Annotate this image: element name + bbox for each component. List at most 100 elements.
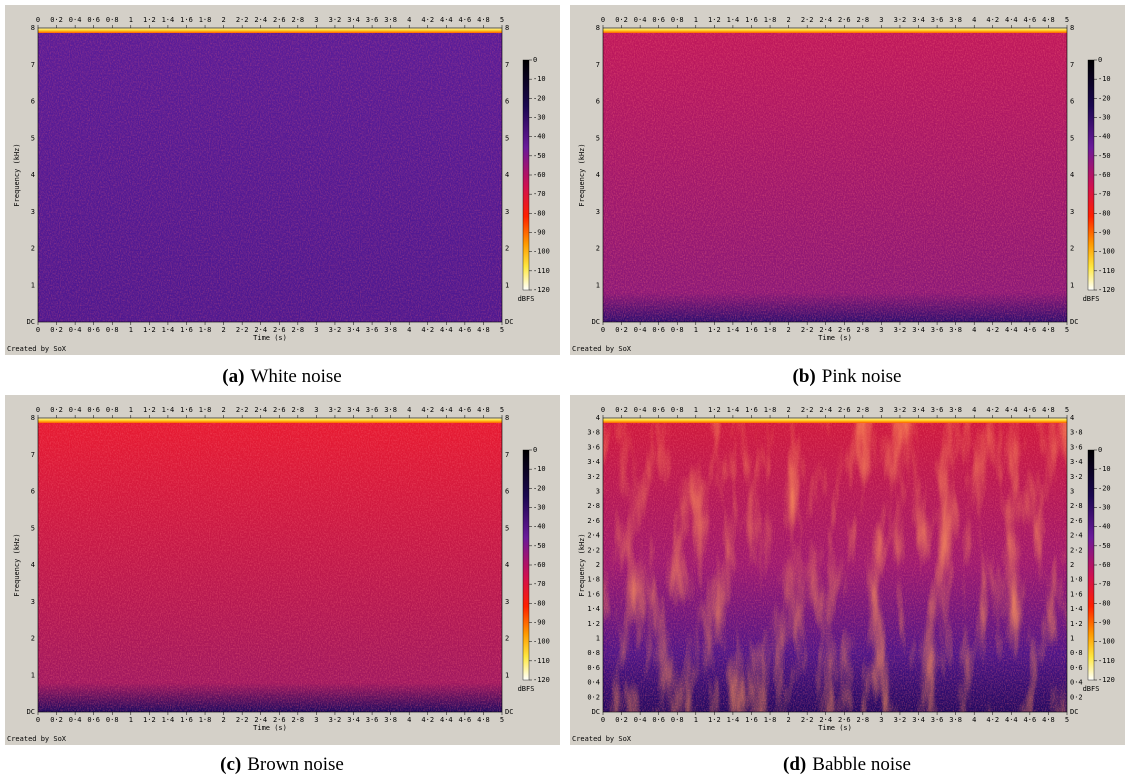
- y-tick-label: 3: [31, 598, 35, 606]
- x-tick-label: 4·2: [421, 406, 434, 414]
- x-tick-label: 4·8: [477, 326, 490, 334]
- x-tick-label: 2·6: [273, 716, 286, 724]
- x-tick-label: 2·2: [236, 326, 249, 334]
- colorbar-label: -10: [533, 75, 546, 83]
- x-tick-label: 1·4: [162, 406, 175, 414]
- x-tick-label: 2·4: [819, 716, 832, 724]
- colorbar-label: -50: [1098, 542, 1111, 550]
- y-tick-label: 5: [31, 524, 35, 532]
- x-tick-label: 4·6: [459, 716, 472, 724]
- x-tick-label: 2·2: [801, 16, 814, 24]
- y-tick-label: 8: [31, 24, 35, 32]
- x-tick-label: 3·2: [329, 326, 342, 334]
- x-tick-label: 1·8: [764, 406, 777, 414]
- caption-text: Babble noise: [812, 754, 911, 775]
- colorbar-label: -60: [533, 561, 546, 569]
- x-tick-label: 4·4: [1005, 326, 1018, 334]
- y-tick-label: 2·8: [1070, 502, 1083, 510]
- colorbar-label: -90: [533, 229, 546, 237]
- colorbar-label: -110: [1098, 267, 1115, 275]
- x-tick-label: 0: [601, 406, 605, 414]
- colorbar-label: -50: [533, 542, 546, 550]
- y-tick-label: 8: [31, 414, 35, 422]
- colorbar: [1087, 59, 1095, 291]
- y-tick-label: 7: [505, 61, 509, 69]
- y-tick-label: 1: [596, 635, 600, 643]
- y-tick-label: 4: [596, 414, 600, 422]
- x-tick-label: 1·2: [708, 406, 721, 414]
- y-tick-label: 6: [1070, 98, 1074, 106]
- x-tick-label: 3·4: [912, 716, 925, 724]
- x-tick-label: 2·2: [236, 716, 249, 724]
- x-tick-label: 1·2: [708, 16, 721, 24]
- spectrogram-texture: [38, 418, 502, 712]
- y-tick-label: 2: [596, 561, 600, 569]
- x-tick-label: 5: [1065, 16, 1069, 24]
- x-tick-label: 1·4: [162, 716, 175, 724]
- y-tick-label: DC: [1070, 318, 1078, 326]
- y-tick-label: 1: [505, 281, 509, 289]
- x-tick-label: 4·2: [986, 716, 999, 724]
- x-tick-label: 0·6: [652, 716, 665, 724]
- y-axis-label: Frequency (kHz): [578, 143, 586, 206]
- y-tick-label: 1·8: [1070, 576, 1083, 584]
- colorbar-label: -100: [1098, 638, 1115, 646]
- x-tick-label: 5: [500, 16, 504, 24]
- colorbar-label: -30: [533, 504, 546, 512]
- x-tick-label: 4·4: [1005, 406, 1018, 414]
- x-tick-label: 0·8: [106, 326, 119, 334]
- y-tick-label: 3: [596, 488, 600, 496]
- x-tick-label: 1·4: [727, 716, 740, 724]
- colorbar-label: -10: [533, 465, 546, 473]
- plot-frame: [37, 417, 503, 713]
- caption-label: (d): [783, 754, 806, 775]
- x-tick-label: 3·4: [912, 16, 925, 24]
- y-tick-label: 4: [596, 171, 600, 179]
- y-tick-label: 3: [505, 598, 509, 606]
- x-tick-label: 0·4: [634, 16, 647, 24]
- x-tick-label: 0: [36, 406, 40, 414]
- x-tick-label: 3·4: [912, 406, 925, 414]
- x-tick-label: 4·2: [421, 16, 434, 24]
- x-tick-label: 2: [221, 326, 225, 334]
- x-tick-label: 2·2: [236, 16, 249, 24]
- credit: Created by SoX: [572, 345, 632, 353]
- caption-label: (b): [793, 366, 816, 387]
- y-tick-label: 2·6: [587, 517, 600, 525]
- x-tick-label: 3·6: [366, 16, 379, 24]
- x-tick-label: 2·2: [801, 406, 814, 414]
- x-tick-label: 0·6: [87, 16, 100, 24]
- caption: (a) White noise: [222, 366, 341, 387]
- x-tick-label: 5: [500, 406, 504, 414]
- x-tick-label: 0·2: [615, 326, 628, 334]
- y-tick-label: 1: [596, 281, 600, 289]
- x-tick-label: 3·4: [347, 16, 360, 24]
- y-tick-label: 3·4: [587, 458, 600, 466]
- x-tick-label: 1·2: [143, 16, 156, 24]
- x-tick-label: 2·8: [292, 16, 305, 24]
- x-tick-label: 1: [129, 406, 133, 414]
- colorbar-label: -120: [1098, 676, 1115, 684]
- x-axis-label: Time (s): [818, 724, 852, 732]
- y-tick-label: 1: [1070, 635, 1074, 643]
- x-tick-label: 4·2: [421, 326, 434, 334]
- caption-text: Pink noise: [822, 366, 902, 387]
- spectrogram-texture: [38, 28, 502, 322]
- y-tick-label: 3: [596, 208, 600, 216]
- x-tick-label: 3: [314, 406, 318, 414]
- y-tick-label: 0·8: [1070, 649, 1083, 657]
- x-tick-label: 0·6: [652, 326, 665, 334]
- x-tick-label: 3·2: [329, 716, 342, 724]
- y-tick-label: 2: [505, 635, 509, 643]
- x-tick-label: 0·4: [634, 406, 647, 414]
- colorbar-label: -50: [1098, 152, 1111, 160]
- caption-text: Brown noise: [247, 754, 344, 775]
- x-tick-label: 2·8: [857, 716, 870, 724]
- x-tick-label: 1·6: [745, 16, 758, 24]
- x-tick-label: 2·6: [838, 16, 851, 24]
- caption-label: (c): [220, 754, 241, 775]
- x-tick-label: 0·8: [106, 16, 119, 24]
- x-tick-label: 1·4: [162, 326, 175, 334]
- y-tick-label: 3·8: [1070, 429, 1083, 437]
- y-tick-label: 8: [596, 24, 600, 32]
